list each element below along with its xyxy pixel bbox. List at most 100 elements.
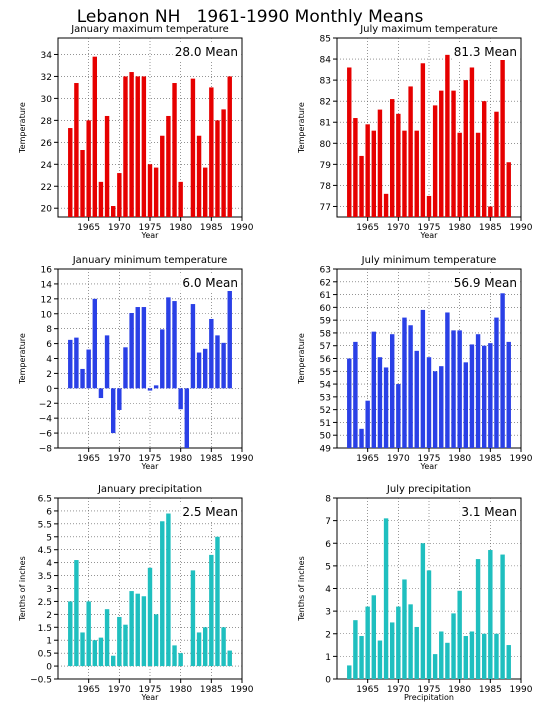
chart-title: July minimum temperature [361, 255, 497, 266]
bar-1977 [439, 631, 444, 679]
bar-1973 [414, 350, 419, 448]
x-tick-label: 1970 [387, 454, 410, 464]
bar-1978 [445, 54, 450, 217]
y-tick-label: 30 [41, 95, 53, 105]
bar-1983 [196, 632, 202, 667]
bar-1965 [365, 606, 370, 679]
bar-1971 [123, 347, 128, 389]
y-tick-label: 0 [325, 676, 331, 686]
bar-1964 [80, 632, 85, 667]
bar-1963 [353, 118, 358, 217]
bar-1987 [221, 109, 226, 217]
x-tick-label: 1985 [479, 223, 502, 233]
bar-1979 [172, 645, 177, 667]
chart-jul-precip: 0 1 2 3 4 5 6 7 8 1965 1970 1975 1980 1985 1990 July pr… [297, 484, 533, 702]
bar-1962 [68, 601, 73, 667]
x-tick-label: 1965 [356, 454, 379, 464]
y-tick-label: 56 [320, 355, 332, 365]
bar-1988 [506, 162, 511, 217]
x-tick-label: 1975 [139, 454, 162, 464]
bar-1988 [227, 76, 232, 218]
mean-label-background [451, 275, 519, 291]
page-title: Lebanon NH 1961-1990 Monthly Means [77, 7, 424, 27]
bar-1976 [432, 654, 438, 679]
y-tick-label: 8 [325, 495, 331, 505]
bar-1974 [420, 309, 426, 448]
x-tick-label: 1980 [448, 685, 471, 695]
bar-1978 [166, 513, 171, 667]
bar-1986 [215, 335, 220, 389]
bar-1987 [500, 293, 505, 448]
y-tick-label: 83 [320, 77, 331, 87]
y-tick-label: −0.5 [30, 676, 52, 686]
y-tick-label: 77 [320, 203, 331, 213]
chart-jan-precip: −0.5 0 0.5 1 1.5 2 2.5 3 3.5 4 4.5 5 5.5 6 6.5 1965 1970… [18, 484, 254, 702]
bar-1981 [463, 80, 469, 217]
mean-label: 3.1 Mean [461, 505, 517, 519]
bar-1981 [463, 636, 469, 679]
bar-1971 [402, 317, 407, 448]
x-tick-label: 1990 [231, 685, 254, 695]
bar-1965 [365, 124, 370, 217]
bar-1972 [408, 325, 413, 448]
bar-1975 [426, 357, 432, 448]
y-tick-label: 57 [320, 342, 331, 352]
y-axis-label: Temperature [297, 333, 306, 385]
y-tick-label: −2 [39, 400, 52, 410]
x-tick-label: 1980 [448, 223, 471, 233]
bar-1982 [190, 570, 196, 667]
y-tick-label: 2.5 [38, 598, 52, 608]
x-axis-label: Precipitation [404, 693, 454, 702]
bar-1962 [68, 339, 73, 389]
bar-1976 [153, 614, 159, 667]
y-tick-label: 49 [320, 445, 332, 455]
bar-1973 [135, 593, 140, 667]
bar-1988 [506, 341, 511, 448]
x-tick-label: 1965 [77, 223, 100, 233]
y-tick-label: 20 [41, 205, 53, 215]
bar-1970 [117, 173, 122, 217]
x-tick-label: 1990 [231, 223, 254, 233]
bar-1974 [420, 63, 426, 218]
bar-1980 [457, 330, 462, 448]
chart-jan-max: 20 22 24 26 28 30 32 34 1965 1970 1975 1980 1985 1990… [18, 24, 254, 240]
bar-1983 [475, 559, 481, 679]
bar-1985 [209, 554, 214, 667]
bar-1980 [457, 132, 462, 217]
bar-1980 [178, 181, 183, 217]
bar-1969 [110, 206, 116, 217]
bar-1964 [359, 636, 364, 679]
bar-1975 [426, 570, 432, 679]
x-axis-label: Year [420, 231, 439, 240]
bar-1977 [439, 90, 444, 217]
bar-1978 [166, 297, 171, 389]
y-tick-label: 6 [46, 507, 52, 517]
bar-1968 [104, 335, 110, 389]
y-tick-label: 52 [320, 406, 331, 416]
bar-1982 [190, 304, 196, 389]
bar-1964 [359, 428, 364, 448]
bar-1985 [488, 343, 493, 448]
bar-1967 [377, 357, 383, 448]
y-tick-label: 62 [320, 278, 331, 288]
bar-1987 [500, 56, 505, 217]
bar-1974 [420, 543, 426, 679]
y-axis-label: Tenths of inches [297, 556, 306, 622]
y-tick-label: 5 [46, 533, 52, 543]
y-tick-label: 3 [46, 585, 52, 595]
y-tick-label: 5.5 [38, 520, 52, 530]
bar-1977 [160, 521, 165, 667]
bar-1978 [445, 642, 450, 679]
bar-1980 [178, 653, 183, 667]
bar-1987 [221, 342, 226, 389]
y-tick-label: 32 [41, 73, 52, 83]
x-tick-label: 1980 [169, 685, 192, 695]
bar-1967 [377, 109, 383, 217]
bar-1976 [153, 167, 159, 217]
bar-1963 [353, 620, 358, 679]
chart-jul-min: 49 50 51 52 53 54 55 56 57 58 59 60 61 62 63 1965 1970 19… [297, 255, 533, 471]
bar-1963 [74, 83, 79, 217]
bar-1971 [123, 76, 128, 218]
chart-title: January maximum temperature [70, 24, 229, 35]
x-tick-label: 1975 [418, 223, 441, 233]
